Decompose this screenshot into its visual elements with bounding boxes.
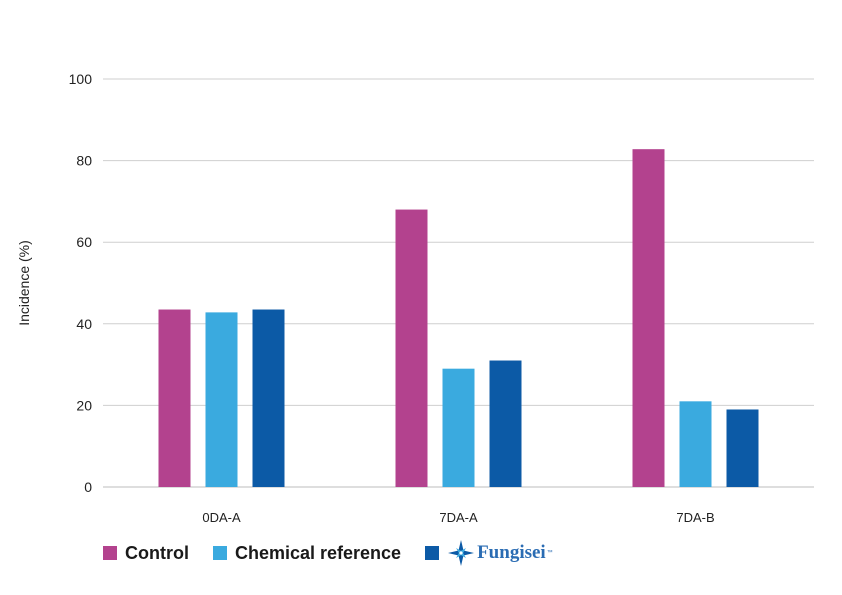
- x-category-label: 7DA-B: [676, 510, 714, 525]
- legend-label-chemical-reference: Chemical reference: [234, 542, 402, 563]
- bar-fungisei: [489, 360, 522, 487]
- y-tick-label: 0: [84, 479, 92, 495]
- fungisei-logo: Fungisei ™: [447, 539, 553, 567]
- y-tick-label: 100: [69, 71, 93, 87]
- legend-item-fungisei: Fungisei ™: [425, 539, 553, 567]
- bars: [158, 149, 759, 487]
- legend-item-chemical-reference: Chemical reference: [212, 542, 402, 564]
- bar-fungisei: [726, 409, 759, 487]
- y-tick-label: 80: [76, 153, 92, 169]
- bar-chemical-reference: [679, 401, 712, 487]
- y-axis-label: Incidence (%): [16, 240, 32, 326]
- bar-chart: 0 20 40 60 80 100 Incidence (%) 0DA-A 7DA-A 7DA…: [16, 71, 814, 525]
- compass-star-icon: [448, 540, 475, 566]
- legend-label-control: Control: [125, 542, 189, 563]
- legend-swatch-control: [103, 546, 117, 560]
- x-category-label: 0DA-A: [202, 510, 241, 525]
- y-tick-label: 20: [76, 397, 92, 413]
- bar-control: [395, 209, 428, 487]
- bar-control: [632, 149, 665, 487]
- legend-swatch-fungisei: [425, 546, 440, 560]
- y-tick-label: 60: [76, 234, 92, 250]
- trademark-mark: ™: [546, 550, 553, 556]
- bar-chemical-reference: [205, 312, 238, 487]
- bar-control: [158, 309, 191, 487]
- bar-chemical-reference: [442, 368, 475, 487]
- legend-swatch-chemical-reference: [212, 546, 227, 560]
- x-axis-categories: 0DA-A 7DA-A 7DA-B: [202, 510, 714, 525]
- y-axis-ticks: 0 20 40 60 80 100: [69, 71, 93, 495]
- y-tick-label: 40: [76, 316, 92, 332]
- legend: Control Chemical reference Fungisei ™: [103, 540, 577, 566]
- legend-item-control: Control: [103, 543, 189, 564]
- fungisei-logo-text: Fungisei: [477, 542, 546, 563]
- bar-fungisei: [252, 309, 285, 487]
- x-category-label: 7DA-A: [439, 510, 478, 525]
